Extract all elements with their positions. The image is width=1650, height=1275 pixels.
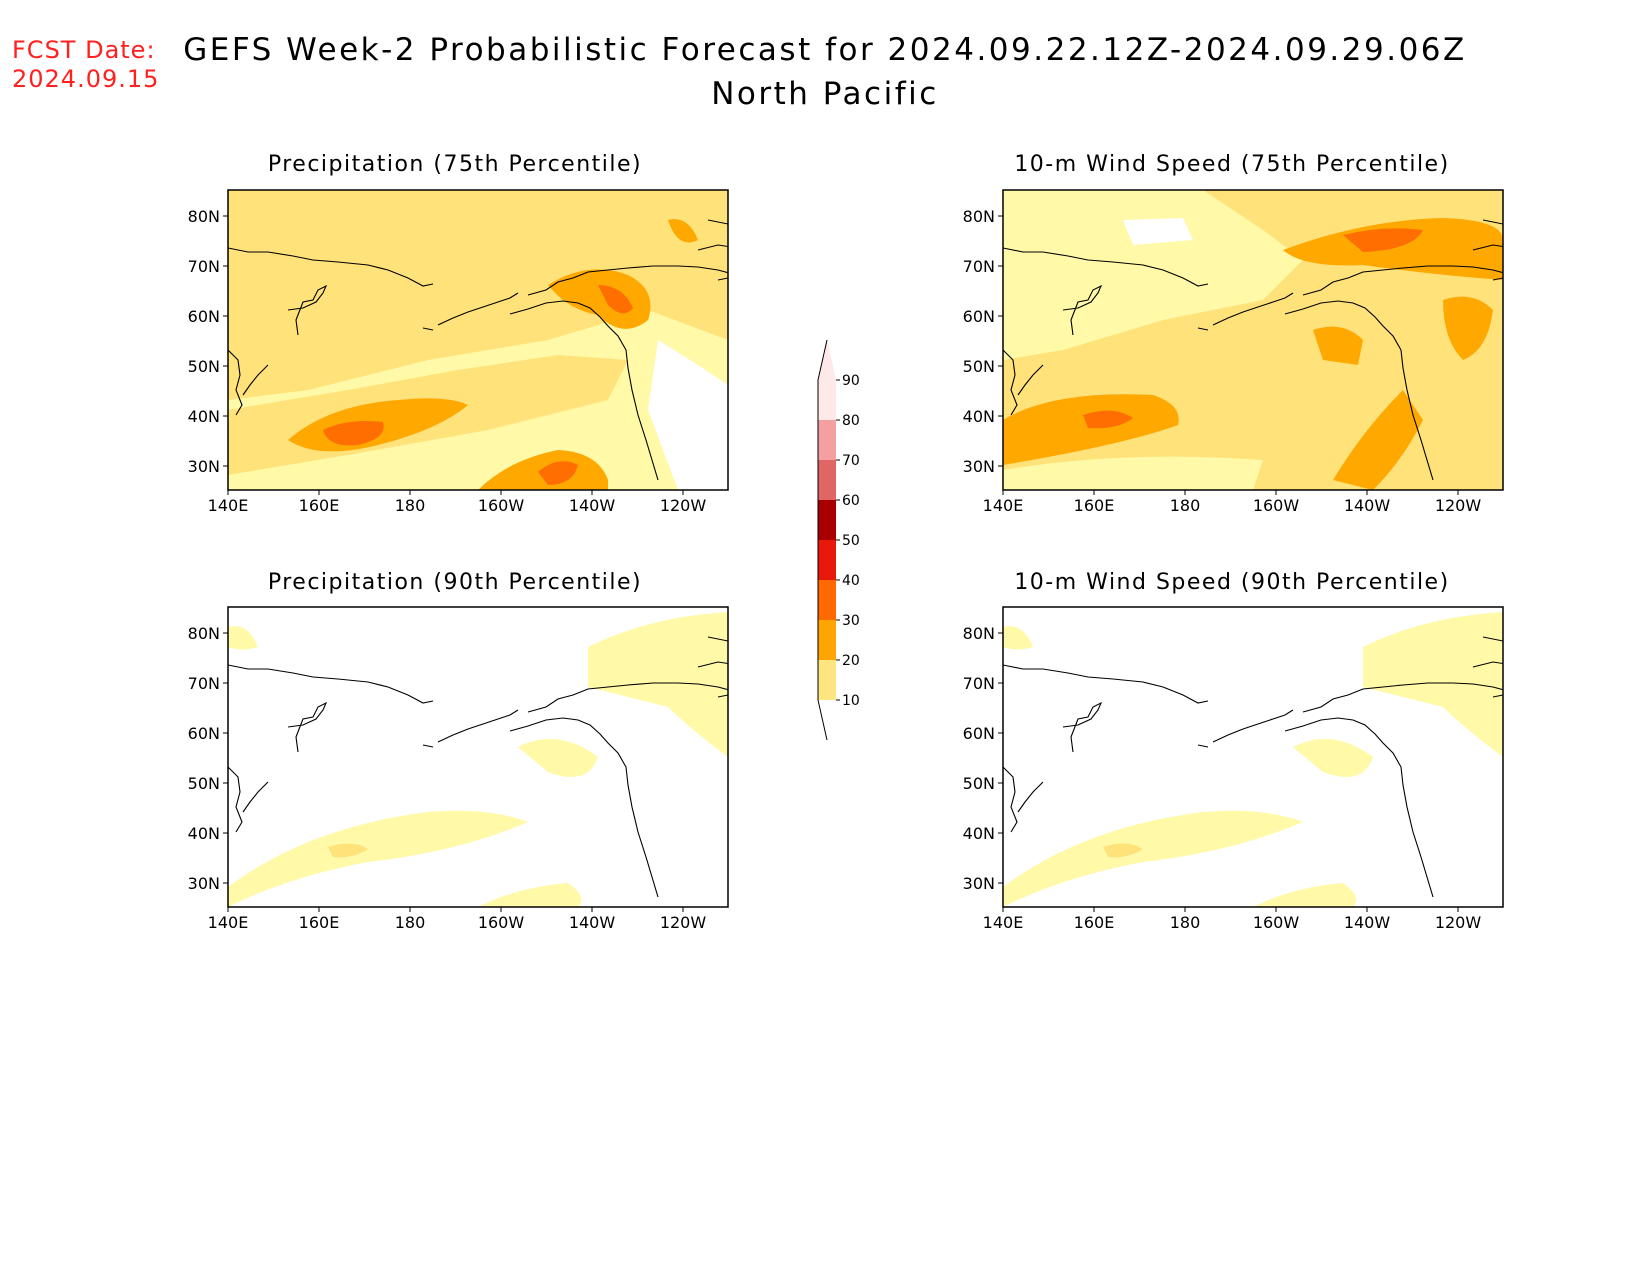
x-tick-label: 140W (1344, 496, 1391, 515)
y-tick-label: 40N (188, 407, 220, 426)
y-tick-label: 60N (963, 307, 995, 326)
panel-title-wind75: 10-m Wind Speed (75th Percentile) (1014, 152, 1450, 177)
y-tick-label: 80N (188, 624, 220, 643)
x-tick-label: 120W (1435, 913, 1482, 932)
y-tick-label: 30N (188, 457, 220, 476)
y-tick-label: 40N (963, 407, 995, 426)
x-tick-label: 180 (395, 913, 426, 932)
colorbar-segment (818, 500, 836, 540)
map-wind75: 140E 160E 180 160W 140W 120W 80N 70N 60N 50N 40N 30… (945, 188, 1545, 548)
fcst-label: FCST Date: (12, 36, 156, 64)
y-tick-label: 30N (963, 874, 995, 893)
y-tick-label: 30N (963, 457, 995, 476)
colorbar-label: 30 (842, 613, 860, 629)
x-tick-label: 140E (983, 913, 1024, 932)
x-tick-label: 180 (395, 496, 426, 515)
y-tick-label: 40N (963, 824, 995, 843)
y-tick-label: 80N (963, 207, 995, 226)
x-tick-label: 160E (299, 496, 340, 515)
x-tick-label: 160W (1253, 496, 1300, 515)
x-tick-label: 120W (1435, 496, 1482, 515)
x-tick-label: 160E (1074, 913, 1115, 932)
y-tick-label: 60N (963, 724, 995, 743)
x-tick-label: 140W (569, 913, 616, 932)
x-tick-label: 160W (1253, 913, 1300, 932)
y-tick-label: 70N (963, 674, 995, 693)
map-wind90: 140E 160E 180 160W 140W 120W 80N 70N 60N 50N 40N 30… (945, 605, 1545, 965)
map-precip75: 140E 160E 180 160W 140W 120W 80N 70N 60N 50N 40N 30… (170, 188, 770, 548)
colorbar-label: 10 (842, 693, 860, 709)
panel-title-precip90: Precipitation (90th Percentile) (267, 570, 643, 595)
colorbar-label: 80 (842, 413, 860, 429)
x-tick-label: 160W (478, 496, 525, 515)
colorbar-segment (818, 580, 836, 620)
x-tick-label: 180 (1170, 496, 1201, 515)
x-tick-label: 140W (569, 496, 616, 515)
colorbar-top-triangle (818, 340, 836, 380)
colorbar-bottom-triangle (818, 700, 836, 740)
y-tick-label: 40N (188, 824, 220, 843)
colorbar-label: 40 (842, 573, 860, 589)
y-tick-label: 80N (188, 207, 220, 226)
panel-title-precip75: Precipitation (75th Percentile) (267, 152, 643, 177)
x-tick-label: 180 (1170, 913, 1201, 932)
x-tick-label: 120W (660, 913, 707, 932)
y-tick-label: 50N (188, 357, 220, 376)
y-tick-label: 70N (963, 257, 995, 276)
colorbar-label: 70 (842, 453, 860, 469)
y-tick-label: 50N (963, 774, 995, 793)
x-tick-label: 140E (208, 913, 249, 932)
forecast-date-label: FCST Date: 2024.09.15 (12, 36, 159, 94)
x-tick-label: 160W (478, 913, 525, 932)
x-tick-label: 160E (1074, 496, 1115, 515)
x-tick-label: 140E (208, 496, 249, 515)
colorbar-segment (818, 660, 836, 700)
fcst-date: 2024.09.15 (12, 65, 160, 93)
colorbar-legend: 10 20 30 40 50 60 70 80 90 (800, 335, 880, 755)
x-tick-label: 140E (983, 496, 1024, 515)
y-tick-label: 70N (188, 257, 220, 276)
page-title: GEFS Week-2 Probabilistic Forecast for 2… (183, 32, 1467, 68)
colorbar-label: 20 (842, 653, 860, 669)
map-precip90: 140E 160E 180 160W 140W 120W 80N 70N 60N 50N 40N 30… (170, 605, 770, 965)
colorbar-segment (818, 540, 836, 580)
x-tick-label: 140W (1344, 913, 1391, 932)
y-tick-label: 50N (188, 774, 220, 793)
colorbar-label: 50 (842, 533, 860, 549)
colorbar-label: 90 (842, 373, 860, 389)
y-tick-label: 60N (188, 724, 220, 743)
region-title: North Pacific (711, 76, 939, 112)
y-tick-label: 70N (188, 674, 220, 693)
colorbar-segment (818, 620, 836, 660)
colorbar-segment (818, 460, 836, 500)
x-tick-label: 160E (299, 913, 340, 932)
panel-title-wind90: 10-m Wind Speed (90th Percentile) (1014, 570, 1450, 595)
x-tick-label: 120W (660, 496, 707, 515)
y-tick-label: 50N (963, 357, 995, 376)
y-tick-label: 80N (963, 624, 995, 643)
y-tick-label: 30N (188, 874, 220, 893)
colorbar-label: 60 (842, 493, 860, 509)
y-tick-label: 60N (188, 307, 220, 326)
colorbar-segment (818, 380, 836, 420)
colorbar-segment (818, 420, 836, 460)
